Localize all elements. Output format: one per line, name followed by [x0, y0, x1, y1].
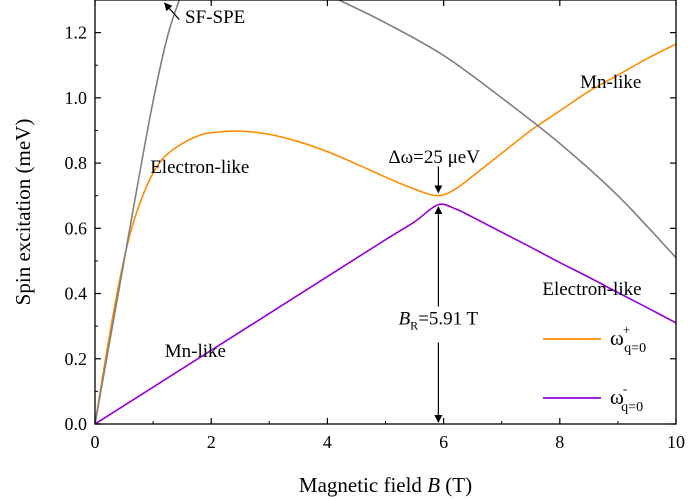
legend-label-1: ω+ q=0 — [610, 322, 646, 356]
series-line-3 — [95, 0, 181, 424]
tick-layer: 0 2 4 6 8 10 0.0 0.2 0.4 0.6 0.8 1.0 1.2 — [65, 0, 685, 452]
annotation-3: Electron-like — [150, 157, 249, 178]
y-axis-title: Spin excitation (meV) — [11, 119, 35, 306]
y-tick-label: 1.2 — [65, 23, 88, 43]
annotation-4: Δω=25 μeV — [388, 147, 480, 168]
resonance-label-sub: R — [410, 319, 418, 333]
resonance-label-rest: =5.91 T — [418, 309, 478, 330]
series-layer — [95, 0, 676, 424]
series-line-4 — [338, 0, 676, 259]
annotation-6: Mn-like — [165, 341, 226, 362]
legend: ω+ q=0 ω-q=0 — [543, 322, 646, 415]
sf-spe-arrow — [164, 2, 180, 20]
y-tick-label: 0.2 — [65, 349, 88, 369]
y-tick-label: 0.0 — [65, 414, 88, 434]
x-tick-label: 8 — [555, 432, 564, 452]
annotation-1: SF-SPE — [185, 7, 245, 28]
x-axis-title: Magnetic field B (T) — [299, 473, 472, 497]
x-axis-title-var: B — [427, 473, 440, 497]
x-tick-label: 2 — [207, 432, 216, 452]
y-tick-label: 0.4 — [65, 284, 88, 304]
x-tick-label: 6 — [439, 432, 448, 452]
resonance-label-background — [376, 306, 501, 333]
legend-label-2: ω-q=0 — [610, 381, 643, 415]
x-axis-title-prefix: Magnetic field — [299, 473, 427, 497]
resonance-label-base: B — [399, 309, 411, 330]
x-axis-title-suffix: (T) — [440, 473, 472, 497]
annotation-5: Electron-like — [542, 279, 641, 300]
x-tick-label: 10 — [667, 432, 685, 452]
y-tick-label: 0.8 — [65, 153, 88, 173]
annotation-layer: SF-SPE Mn-like Electron-like Δω=25 μeV Elect… — [150, 7, 641, 362]
x-tick-label: 0 — [91, 432, 100, 452]
x-tick-label: 4 — [323, 432, 332, 452]
y-tick-label: 0.6 — [65, 218, 88, 238]
resonance-label: BR=5.91 T — [399, 309, 479, 333]
annotation-2: Mn-like — [580, 72, 641, 93]
series-line-1 — [95, 43, 676, 424]
series-line-2 — [95, 203, 676, 424]
y-tick-label: 1.0 — [65, 88, 88, 108]
